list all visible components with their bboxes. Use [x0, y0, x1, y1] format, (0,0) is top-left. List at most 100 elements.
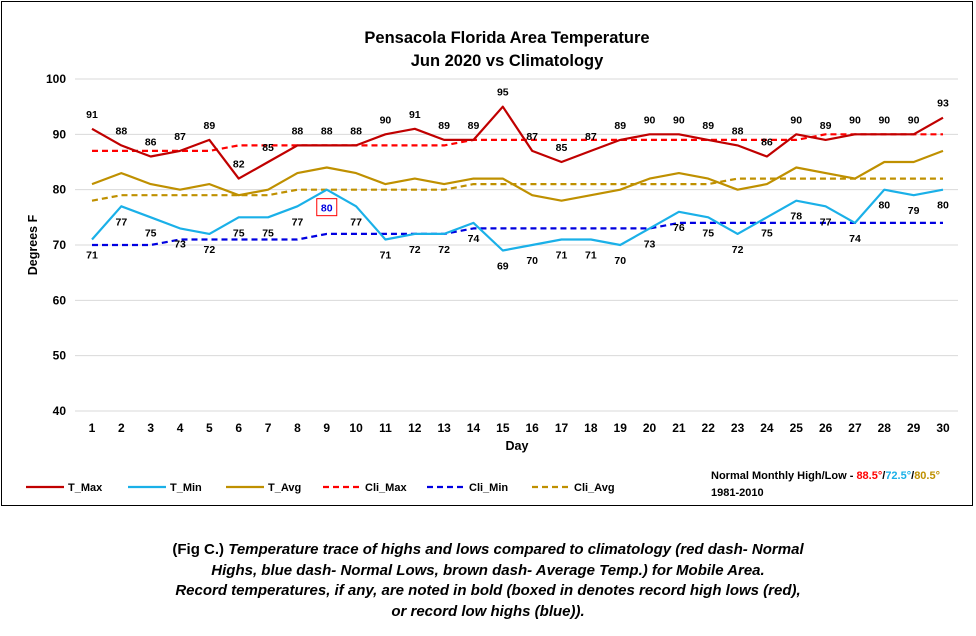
data-label-t-min: 71	[556, 249, 568, 261]
data-label-t-max: 89	[468, 120, 480, 132]
x-tick-label: 7	[265, 421, 272, 435]
data-label-t-min: 75	[145, 227, 157, 239]
x-tick-label: 1	[89, 421, 96, 435]
legend: T_Max T_Min T_Avg Cli_Max Cli_Min Cli_Avg	[26, 482, 615, 494]
data-label-t-min: 77	[350, 216, 362, 228]
data-label-t-min: 79	[908, 205, 920, 217]
data-label-t-max: 87	[174, 131, 186, 143]
data-label-t-max: 89	[438, 120, 450, 132]
y-tick-label: 60	[53, 293, 67, 307]
data-label-t-max: 87	[585, 131, 597, 143]
x-tick-label: 20	[643, 421, 657, 435]
data-label-t-max: 91	[409, 109, 421, 121]
data-label-t-min: 75	[761, 227, 773, 239]
data-label-t-min: 74	[849, 233, 861, 245]
data-label-t-min: 77	[820, 216, 832, 228]
x-tick-label: 17	[555, 421, 569, 435]
data-label-t-max: 90	[790, 114, 802, 126]
legend-label-t-max: T_Max	[68, 482, 103, 494]
data-label-t-max: 90	[644, 114, 656, 126]
normal-high-value: 88.5°	[856, 470, 882, 482]
data-label-t-max: 89	[702, 120, 714, 132]
caption-line-1: (Fig C.) Temperature trace of highs and …	[0, 540, 976, 561]
y-tick-label: 100	[46, 72, 66, 86]
x-tick-label: 12	[408, 421, 422, 435]
y-axis-ticks: 40 50 60 70 80 90 100	[46, 72, 66, 418]
x-tick-label: 4	[177, 421, 184, 435]
chart-frame: Pensacola Florida Area Temperature Jun 2…	[1, 1, 973, 506]
data-label-t-min: 73	[174, 238, 186, 250]
data-label-t-max: 91	[86, 109, 98, 121]
data-label-t-min: 78	[790, 211, 802, 223]
caption-line-4: or record low highs (blue)).	[0, 602, 976, 623]
series-line-cli-min	[92, 221, 943, 247]
chart-title-line1: Pensacola Florida Area Temperature	[364, 29, 649, 47]
legend-label-cli-avg: Cli_Avg	[574, 482, 615, 494]
data-label-t-max: 90	[849, 114, 861, 126]
figure-caption: (Fig C.) Temperature trace of highs and …	[0, 540, 976, 622]
data-label-t-min: 73	[644, 238, 656, 250]
x-tick-label: 27	[848, 421, 862, 435]
data-label-t-min: 74	[468, 233, 480, 245]
data-label-t-max: 86	[761, 136, 773, 148]
caption-line-2: Highs, blue dash- Normal Lows, brown das…	[0, 561, 976, 582]
legend-label-t-min: T_Min	[170, 482, 202, 494]
data-label-t-max: 85	[262, 142, 274, 154]
series-line-t-avg	[91, 149, 944, 202]
data-label-t-min: 80	[878, 200, 890, 212]
data-label-t-min: 72	[409, 244, 421, 256]
normal-separator-2: /	[911, 470, 914, 482]
x-tick-label: 11	[379, 421, 392, 435]
caption-text-3: Record temperatures, if any, are noted i…	[175, 582, 801, 599]
y-axis-title: Degrees F	[26, 214, 40, 275]
data-label-t-max: 88	[350, 125, 362, 137]
y-tick-label: 40	[53, 404, 67, 418]
data-label-t-min: 76	[673, 222, 685, 234]
x-tick-label: 5	[206, 421, 213, 435]
y-tick-label: 70	[53, 238, 67, 252]
data-label-t-max: 88	[116, 125, 128, 137]
normal-avg-value: 80.5°	[914, 470, 940, 482]
record-box	[316, 198, 338, 217]
data-label-t-max: 88	[321, 125, 333, 137]
data-label-t-max: 88	[732, 125, 744, 137]
data-label-t-max: 90	[380, 114, 392, 126]
x-axis-ticks: 1 2 3 4 5 6 7 8 9 10 11 12 13 14 15 16 17 18 19 20 21 22 23 24 2…	[89, 421, 950, 435]
data-label-t-max: 95	[497, 87, 509, 99]
data-label-t-min: 72	[438, 244, 450, 256]
caption-prefix: (Fig C.)	[172, 541, 229, 558]
x-tick-label: 13	[437, 421, 451, 435]
caption-text-1: Temperature trace of highs and lows comp…	[228, 541, 804, 558]
data-label-t-min: 75	[233, 227, 245, 239]
y-tick-label: 50	[53, 349, 67, 363]
x-tick-label: 8	[294, 421, 301, 435]
normals-period: 1981-2010	[711, 487, 764, 499]
series-line-t-max	[91, 105, 944, 180]
x-tick-label: 21	[672, 421, 686, 435]
series-line-cli-avg	[91, 177, 943, 202]
x-tick-label: 14	[467, 421, 481, 435]
data-label-t-min: 70	[614, 255, 626, 267]
x-tick-label: 30	[936, 421, 950, 435]
x-tick-label: 29	[907, 421, 921, 435]
x-tick-label: 15	[496, 421, 510, 435]
data-label-t-min: 75	[702, 227, 714, 239]
data-label-t-min: 71	[380, 249, 392, 261]
data-label-t-max: 86	[145, 136, 157, 148]
data-labels: 91 88 86 87 89 82 85 88 88 88 90 91 89 89 95 87 85 87 89 90…	[86, 87, 949, 273]
x-tick-label: 6	[235, 421, 242, 435]
data-label-t-max: 89	[820, 120, 832, 132]
series-line-t-min	[91, 188, 944, 252]
data-label-t-min: 72	[204, 244, 216, 256]
chart-title-line2: Jun 2020 vs Climatology	[411, 52, 604, 70]
legend-label-cli-min: Cli_Min	[469, 482, 508, 494]
data-label-t-max: 90	[673, 114, 685, 126]
series-lines	[91, 105, 944, 252]
normals-note: Normal Monthly High/Low - 88.5°/72.5°/80…	[711, 470, 940, 482]
data-label-t-min: 80	[937, 200, 949, 212]
data-label-t-max: 93	[937, 98, 949, 110]
x-tick-label: 23	[731, 421, 745, 435]
data-label-t-max: 87	[526, 131, 538, 143]
x-tick-label: 18	[584, 421, 598, 435]
caption-text-4: or record low highs (blue)).	[391, 602, 585, 620]
